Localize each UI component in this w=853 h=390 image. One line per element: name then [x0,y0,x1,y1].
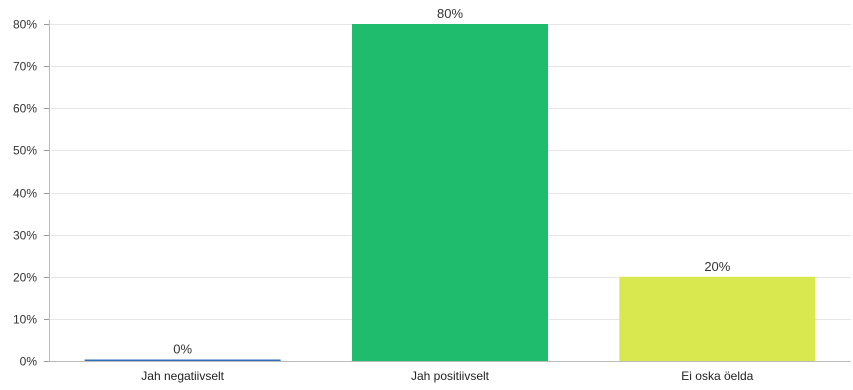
y-tick-label: 0% [20,355,38,369]
data-labels: 0% 80% 20% [173,6,731,357]
category-label-1: Jah positiivselt [411,369,490,383]
bar-2 [619,276,816,361]
bars [84,24,816,361]
data-label-2: 20% [704,259,730,274]
y-tick-label: 60% [13,102,37,116]
y-tick-label: 40% [13,187,37,201]
bar-0 [84,359,281,361]
category-labels: Jah negatiivselt Jah positiivselt Ei oska … [141,369,753,383]
data-label-0: 0% [173,342,192,357]
bar-1 [352,24,548,361]
category-label-2: Ei oska öelda [681,369,753,383]
y-tick-label: 10% [13,313,37,327]
category-label-0: Jah negatiivselt [141,369,224,383]
y-tick-label: 30% [13,229,37,243]
y-tick-label: 70% [13,60,37,74]
y-tick-label: 20% [13,271,37,285]
y-tick-label: 50% [13,144,37,158]
y-tick-label: 80% [13,18,37,32]
y-axis-ticks: 0% 10% 20% 30% 40% 50% 60% 70% 80% [13,18,49,369]
data-label-1: 80% [437,6,463,21]
